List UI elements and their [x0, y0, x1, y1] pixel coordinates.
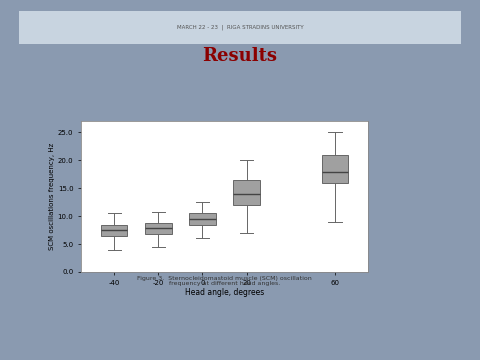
Text: Figure 3.  Sternocleidomastoid muscle (SCM) oscillation
frequency at different h: Figure 3. Sternocleidomastoid muscle (SC… — [137, 275, 312, 286]
Y-axis label: SCM oscillations frequency, Hz: SCM oscillations frequency, Hz — [49, 143, 55, 250]
PathPatch shape — [145, 223, 171, 234]
PathPatch shape — [233, 180, 260, 205]
PathPatch shape — [101, 225, 127, 236]
PathPatch shape — [322, 155, 348, 183]
PathPatch shape — [189, 213, 216, 225]
X-axis label: Head angle, degrees: Head angle, degrees — [185, 288, 264, 297]
Bar — [19, 11, 461, 44]
Text: MARCH 22 - 23  |  RIGA STRADINS UNIVERSITY: MARCH 22 - 23 | RIGA STRADINS UNIVERSITY — [177, 25, 303, 30]
Text: Results: Results — [203, 47, 277, 65]
